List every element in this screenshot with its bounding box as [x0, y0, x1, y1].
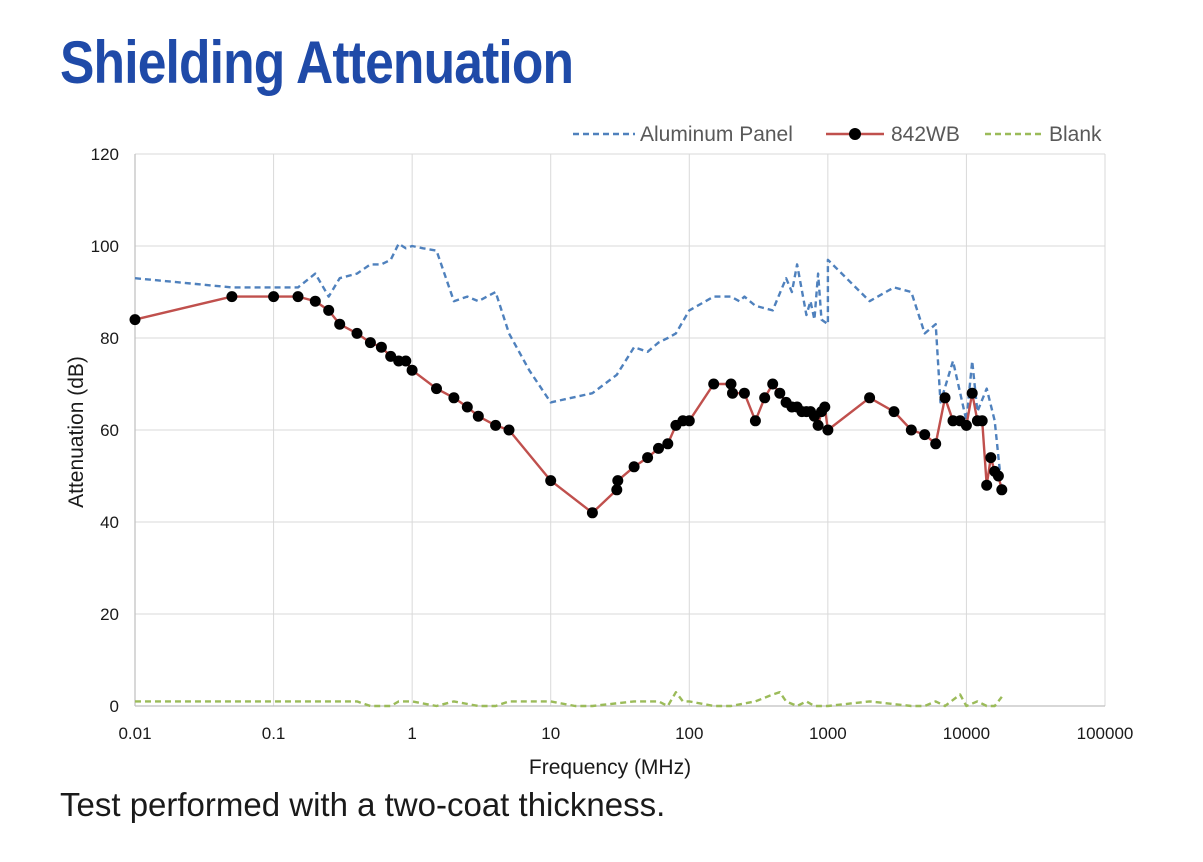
data-point [985, 452, 997, 464]
data-point [612, 475, 624, 487]
legend-marker [849, 128, 861, 140]
data-point [334, 318, 346, 330]
data-point [939, 392, 951, 404]
y-tick-label: 120 [91, 145, 119, 164]
series-line [134, 242, 1003, 490]
data-point [822, 424, 834, 436]
data-point [812, 419, 824, 431]
legend-item: Blank [985, 123, 1102, 146]
data-point [966, 387, 978, 399]
data-point [996, 484, 1008, 496]
data-point [960, 419, 972, 431]
data-point [129, 314, 141, 326]
data-point [461, 401, 473, 413]
y-axis-title: Attenuation (dB) [65, 356, 88, 508]
legend-label: Aluminum Panel [640, 123, 793, 146]
y-tick-label: 0 [110, 697, 119, 716]
data-point [930, 438, 942, 450]
data-point [628, 461, 640, 473]
data-point [490, 419, 502, 431]
x-tick-label: 1000 [809, 724, 847, 743]
data-point [642, 452, 654, 464]
y-tick-label: 60 [100, 421, 119, 440]
data-point [323, 304, 335, 316]
data-point [774, 387, 786, 399]
data-point [888, 406, 900, 418]
data-point [919, 429, 931, 441]
data-point [653, 442, 664, 454]
legend-item: 842WB [826, 123, 960, 146]
data-point [738, 387, 750, 399]
legend: Aluminum Panel 842WB Blank [573, 123, 1102, 146]
x-tick-label: 0.1 [262, 724, 286, 743]
data-point [976, 415, 988, 427]
data-point [905, 424, 917, 436]
data-point [611, 484, 623, 496]
legend-label: 842WB [891, 123, 960, 146]
data-point [448, 392, 460, 404]
data-point [375, 341, 387, 353]
data-point [472, 410, 484, 422]
data-point [586, 507, 598, 519]
data-point [268, 291, 280, 303]
x-tick-label: 100000 [1077, 724, 1134, 743]
data-point [727, 387, 738, 399]
series-aluminum-panel [134, 242, 1003, 490]
y-tick-label: 80 [100, 329, 119, 348]
data-point [309, 295, 321, 307]
x-axis-title: Frequency (MHz) [529, 756, 691, 779]
series-line [135, 691, 1003, 708]
grid-lines [134, 153, 1106, 707]
data-point [749, 415, 761, 427]
data-point [226, 291, 238, 303]
y-tick-label: 20 [100, 605, 119, 624]
data-point [503, 424, 515, 436]
data-point [351, 327, 363, 339]
data-point [725, 378, 737, 390]
data-point [759, 392, 771, 404]
data-point [364, 337, 376, 349]
data-point [819, 401, 831, 413]
x-tick-label: 100 [675, 724, 703, 743]
y-tick-label: 40 [100, 513, 119, 532]
test-caption: Test performed with a two-coat thickness… [60, 786, 666, 823]
data-point [864, 392, 876, 404]
data-point [406, 364, 418, 376]
data-point [292, 291, 304, 303]
x-tick-label: 10000 [943, 724, 990, 743]
data-point [662, 438, 674, 450]
data-point [992, 470, 1004, 482]
page-title: Shielding Attenuation [60, 29, 574, 96]
x-tick-label: 10 [541, 724, 560, 743]
legend-label: Blank [1049, 123, 1102, 146]
data-point [981, 479, 993, 491]
data-point [708, 378, 720, 390]
data-point [431, 383, 442, 395]
x-tick-label: 0.01 [118, 724, 151, 743]
series-blank [135, 691, 1003, 708]
series-842wb [129, 291, 1008, 519]
data-point [683, 415, 695, 427]
legend-item: Aluminum Panel [573, 123, 793, 146]
data-point [400, 355, 412, 367]
y-tick-label: 100 [91, 237, 119, 256]
data-point [385, 350, 397, 362]
data-point [767, 378, 779, 390]
data-point [545, 475, 557, 487]
x-tick-label: 1 [407, 724, 416, 743]
series-line [134, 295, 1003, 514]
